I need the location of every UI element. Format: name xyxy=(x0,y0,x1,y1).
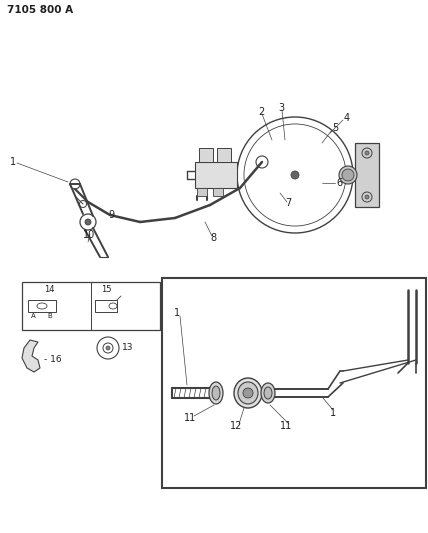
Bar xyxy=(195,162,237,188)
Circle shape xyxy=(342,169,354,181)
Bar xyxy=(22,282,160,330)
Text: 8: 8 xyxy=(210,233,216,243)
Text: A: A xyxy=(31,313,36,319)
Bar xyxy=(95,300,117,312)
Text: 12: 12 xyxy=(230,421,242,431)
Text: 7105 800 A: 7105 800 A xyxy=(7,5,73,15)
Text: 1: 1 xyxy=(330,408,336,418)
Text: 11: 11 xyxy=(184,413,196,423)
Text: 1: 1 xyxy=(174,308,180,318)
Text: 6: 6 xyxy=(336,178,342,188)
Bar xyxy=(28,300,56,312)
Bar xyxy=(355,143,379,207)
Ellipse shape xyxy=(339,166,357,184)
Bar xyxy=(213,188,223,196)
Text: 10: 10 xyxy=(83,230,95,240)
Text: 3: 3 xyxy=(278,103,284,113)
Ellipse shape xyxy=(234,378,262,408)
Circle shape xyxy=(106,346,110,350)
Text: 7: 7 xyxy=(285,198,291,208)
Text: 13: 13 xyxy=(122,343,134,352)
Polygon shape xyxy=(22,340,40,372)
Text: 1: 1 xyxy=(10,157,16,167)
Bar xyxy=(199,148,213,162)
Bar xyxy=(197,188,207,196)
Ellipse shape xyxy=(261,383,275,403)
Text: 14: 14 xyxy=(44,286,54,295)
Ellipse shape xyxy=(264,387,272,399)
Ellipse shape xyxy=(212,386,220,400)
Circle shape xyxy=(291,171,299,179)
Text: 4: 4 xyxy=(344,113,350,123)
Ellipse shape xyxy=(209,382,223,404)
Text: B: B xyxy=(47,313,52,319)
Circle shape xyxy=(243,388,253,398)
Text: 5: 5 xyxy=(332,123,338,133)
Bar xyxy=(162,278,426,488)
Circle shape xyxy=(85,219,91,225)
Text: 2: 2 xyxy=(258,107,264,117)
Circle shape xyxy=(365,151,369,155)
Text: 15: 15 xyxy=(101,286,112,295)
Circle shape xyxy=(365,195,369,199)
Text: - 16: - 16 xyxy=(44,356,62,365)
Ellipse shape xyxy=(238,382,258,404)
Text: 9: 9 xyxy=(108,210,114,220)
Bar xyxy=(217,148,231,162)
Text: 11: 11 xyxy=(280,421,292,431)
